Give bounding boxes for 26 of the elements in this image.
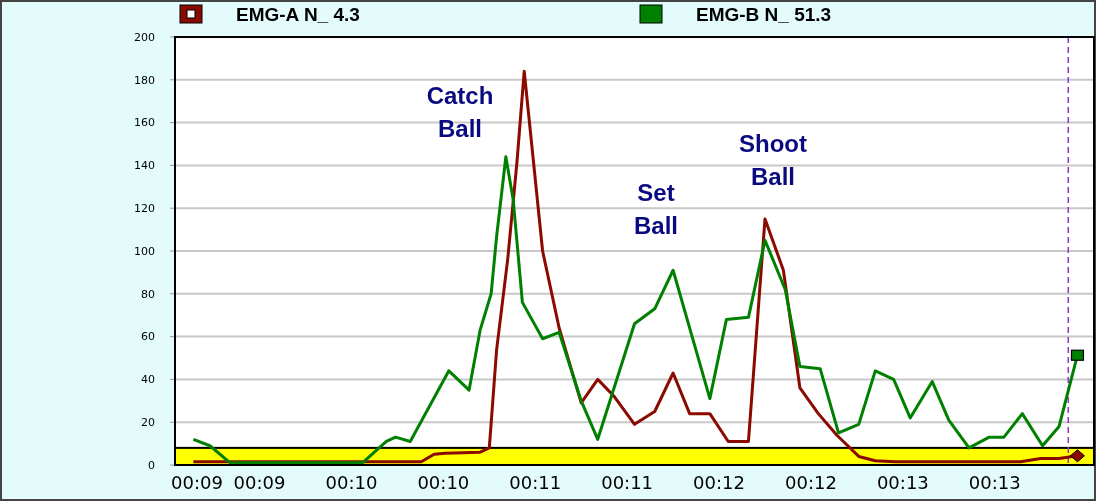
x-tick-label: 00:11 bbox=[601, 472, 654, 493]
y-tick-label: 20 bbox=[141, 416, 155, 430]
x-tick-label: 00:09 bbox=[233, 472, 286, 493]
x-tick-label: 00:12 bbox=[785, 472, 837, 493]
y-tick-label: 120 bbox=[134, 202, 155, 216]
y-tick-label: 180 bbox=[134, 73, 155, 87]
x-tick-label: 00:13 bbox=[968, 472, 1021, 493]
y-tick-label: 0 bbox=[148, 458, 155, 472]
y-tick-label: 80 bbox=[141, 287, 155, 301]
x-tick-label: 00:10 bbox=[417, 472, 470, 493]
legend-label: EMG-A N_ 4.3 bbox=[236, 4, 360, 25]
x-tick-label: 00:11 bbox=[509, 472, 562, 493]
y-tick-label: 140 bbox=[134, 159, 155, 173]
y-tick-label: 100 bbox=[134, 244, 155, 258]
annotation: Set Ball bbox=[633, 179, 679, 239]
y-tick-label: 160 bbox=[134, 116, 155, 130]
x-tick-label: 00:09 bbox=[171, 472, 223, 493]
y-tick-label: 60 bbox=[141, 330, 155, 344]
annotation: Catch Ball bbox=[426, 82, 494, 142]
y-tick-label: 200 bbox=[134, 30, 155, 44]
x-tick-label: 00:12 bbox=[693, 472, 745, 493]
y-tick-label: 40 bbox=[141, 373, 155, 387]
x-tick-label: 00:10 bbox=[325, 472, 378, 493]
legend-label: EMG-B N_ 51.3 bbox=[696, 4, 832, 25]
annotation: Shoot Ball bbox=[739, 130, 807, 190]
x-tick-label: 00:13 bbox=[876, 472, 929, 493]
